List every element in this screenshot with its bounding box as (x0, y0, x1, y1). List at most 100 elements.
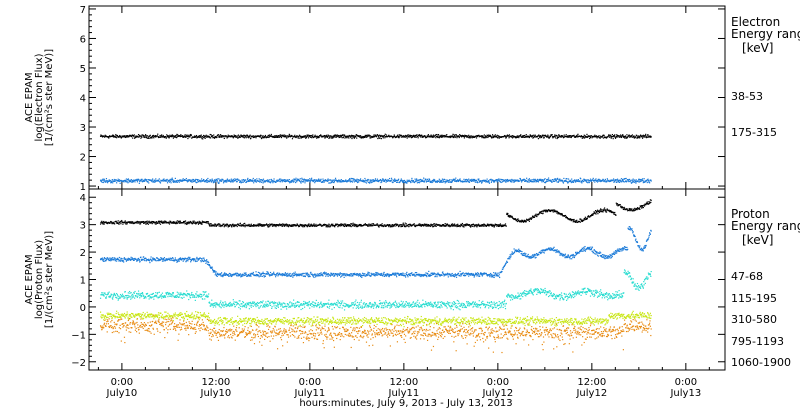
proton-point (119, 221, 122, 223)
proton-point (151, 223, 153, 225)
electron-point (490, 178, 492, 180)
electron-point (292, 180, 294, 182)
proton-point (139, 222, 141, 224)
electron-point (395, 179, 397, 182)
proton-point (584, 219, 586, 221)
proton-point (360, 223, 362, 226)
electron-point (150, 136, 153, 138)
electron-point (154, 179, 156, 181)
proton-point (387, 224, 390, 227)
proton-point (349, 224, 352, 226)
proton-point (304, 224, 306, 227)
electron-point (281, 179, 283, 182)
electron-point (594, 134, 596, 136)
proton-point (159, 259, 162, 261)
proton-point (616, 203, 619, 205)
proton-point (389, 224, 391, 226)
electron-point (497, 178, 500, 180)
electron-point (288, 133, 290, 135)
electron-point (118, 136, 120, 139)
electron-point (617, 136, 619, 138)
electron-point (631, 181, 633, 183)
electron-point (157, 179, 160, 181)
electron-point (334, 177, 337, 179)
electron-point (426, 136, 428, 138)
electron-point (561, 180, 563, 182)
electron-point (224, 181, 227, 183)
electron-point (369, 179, 371, 181)
electron-point (426, 135, 429, 138)
electron-point (230, 181, 232, 183)
proton-point (309, 275, 311, 278)
proton-point (325, 224, 327, 226)
electron-point (560, 135, 562, 137)
electron-point (235, 181, 238, 183)
electron-point (451, 135, 453, 137)
proton-point (217, 272, 219, 274)
proton-point (297, 274, 299, 276)
proton-point (371, 223, 373, 225)
proton-point (146, 220, 148, 222)
electron-point (497, 136, 499, 138)
electron-point (445, 136, 447, 138)
proton-point (577, 221, 579, 223)
electron-point (504, 180, 506, 183)
proton-point (150, 258, 152, 260)
electron-point (249, 135, 251, 137)
electron-point (214, 180, 216, 182)
electron-point (173, 180, 176, 182)
proton-point (264, 273, 266, 275)
proton-point (504, 223, 507, 225)
electron-point (341, 137, 343, 139)
proton-point (329, 275, 332, 277)
proton-point (325, 273, 328, 275)
electron-point (296, 181, 298, 183)
proton-point (231, 226, 233, 228)
electron-point (366, 180, 368, 182)
proton-point (378, 225, 380, 227)
electron-point (397, 134, 399, 136)
electron-point (182, 136, 184, 138)
proton-point (194, 258, 196, 260)
electron-point (509, 179, 511, 181)
proton-point (152, 259, 155, 261)
proton-point (596, 209, 599, 211)
electron-point (488, 181, 490, 183)
electron-point (330, 179, 332, 181)
proton-point (168, 223, 171, 225)
proton-point (428, 225, 431, 227)
proton-point (150, 259, 153, 261)
electron-point (385, 178, 387, 181)
electron-point (213, 136, 215, 138)
electron-point (437, 180, 439, 182)
proton-point (208, 224, 211, 226)
proton-point (525, 221, 527, 223)
electron-point (310, 134, 312, 137)
electron-point (397, 135, 400, 138)
electron-point (120, 137, 122, 139)
electron-point (594, 181, 596, 183)
electron-point (268, 136, 270, 139)
electron-point (623, 136, 625, 138)
electron-point (221, 136, 223, 138)
proton-point (367, 225, 370, 227)
proton-point (307, 224, 310, 227)
electron-point (491, 134, 494, 136)
electron-point (174, 136, 176, 138)
electron-point (492, 180, 494, 182)
electron-point (455, 134, 457, 136)
electron-point (517, 136, 519, 138)
electron-point (618, 134, 620, 137)
electron-point (536, 180, 538, 183)
electron-point (511, 136, 513, 138)
electron-point (159, 136, 161, 138)
proton-point (431, 224, 433, 226)
proton-point (263, 274, 265, 277)
proton-point (128, 259, 130, 261)
electron-point (558, 134, 560, 137)
electron-point (525, 180, 527, 182)
proton-point (209, 266, 211, 268)
proton-point (140, 256, 142, 258)
electron-point (628, 181, 630, 183)
electron-point (517, 135, 520, 137)
